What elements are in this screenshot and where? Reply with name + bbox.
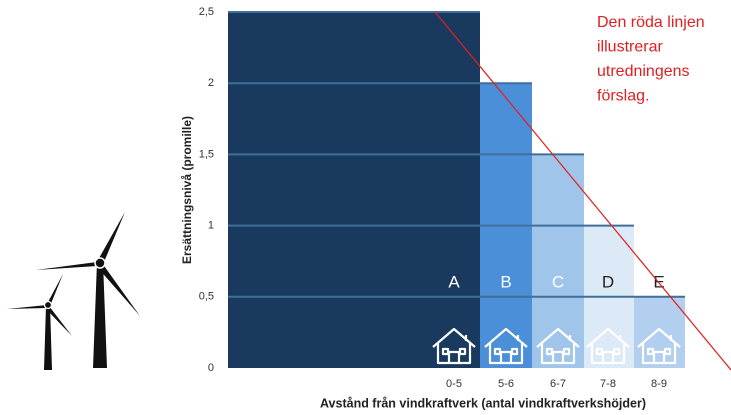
y-tick-label: 2 (208, 77, 214, 89)
y-tick-label: 0 (208, 362, 214, 374)
y-tick-label: 1 (208, 220, 214, 232)
annotation: utredningens (597, 63, 690, 80)
x-tick-label: 8-9 (651, 378, 667, 390)
y-tick-label: 2,5 (199, 6, 214, 18)
annotation: Den röda linjen (597, 14, 705, 31)
annotation: förslag. (597, 88, 649, 105)
wind-turbines (7, 212, 140, 370)
x-tick-label: 0-5 (446, 378, 462, 390)
bar (228, 12, 480, 368)
bar-label: A (448, 272, 460, 291)
bar (634, 297, 685, 368)
x-tick-label: 6-7 (550, 378, 566, 390)
x-axis-label: Avstånd från vindkraftverk (antal vindkr… (320, 396, 646, 410)
y-axis-label: Ersättningsnivå (promille) (180, 116, 194, 264)
annotation: illustrerar (597, 39, 663, 56)
x-tick-label: 5-6 (498, 378, 514, 390)
page: {"chart_data": {"type": "bar", "x_label"… (0, 0, 731, 415)
bar-label: C (552, 272, 564, 291)
bar-label: D (602, 272, 614, 291)
bar (532, 154, 584, 368)
chart: 0-5A5-6B6-7C7-8D8-9E00,511,522,5 Ersättn… (0, 0, 731, 415)
bar-label: B (500, 272, 511, 291)
y-tick-label: 1,5 (199, 148, 214, 160)
x-tick-label: 7-8 (600, 378, 616, 390)
y-tick-label: 0,5 (199, 291, 214, 303)
